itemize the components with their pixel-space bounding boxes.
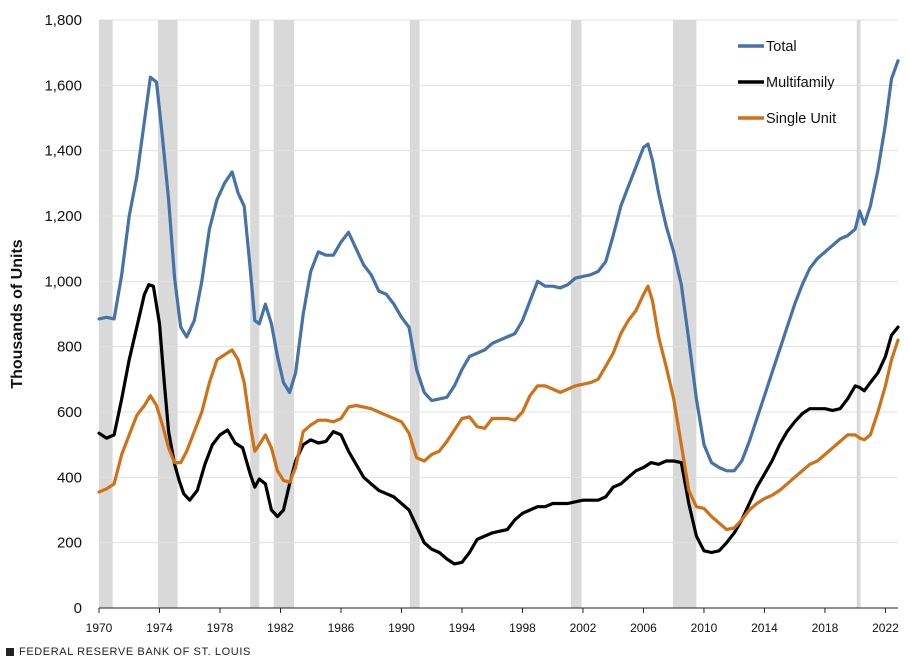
series-lines	[97, 59, 900, 566]
x-tick-label: 2022	[872, 621, 899, 635]
legend-label-total: Total	[766, 39, 797, 55]
y-tick-label: 800	[57, 339, 82, 356]
y-tick-label: 1,200	[44, 208, 82, 225]
y-tick-label: 600	[57, 404, 82, 421]
y-tick-label: 200	[57, 535, 82, 552]
y-tick-label: 1,600	[44, 77, 82, 94]
y-tick-label: 1,800	[44, 12, 82, 29]
source-square-icon	[6, 647, 14, 656]
recession-band-5	[570, 20, 582, 608]
x-tick-label: 1986	[328, 621, 355, 635]
x-tick-label: 2014	[751, 621, 778, 635]
x-tick-label: 1982	[267, 621, 294, 635]
series-line-multifamily	[97, 283, 900, 566]
recession-band-7	[856, 20, 861, 608]
recession-band-0	[99, 20, 113, 608]
y-tick-label: 400	[57, 469, 82, 486]
x-tick-label: 2018	[812, 621, 839, 635]
source-credit: FEDERAL RESERVE BANK OF ST. LOUIS	[6, 646, 251, 658]
x-tick-label: 1974	[146, 621, 173, 635]
y-tick-label: 1,400	[44, 143, 82, 160]
x-tick-label: 1990	[388, 621, 415, 635]
x-tick-label: 1998	[509, 621, 536, 635]
series-line-single-unit	[97, 284, 900, 532]
legend-label-multifamily: Multifamily	[766, 75, 835, 91]
x-tick-label: 1970	[86, 621, 113, 635]
y-tick-label: 0	[74, 600, 82, 617]
axes: 0 200 400 600 800 1,000 1,200 1,400 1,600 1,800 19…	[44, 12, 899, 635]
y-tick-label: 1,000	[44, 273, 82, 290]
x-tick-label: 2002	[570, 621, 597, 635]
recession-bands	[99, 20, 861, 608]
source-text: FEDERAL RESERVE BANK OF ST. LOUIS	[19, 646, 251, 658]
legend: Total Multifamily Single Unit	[738, 39, 836, 127]
recession-band-3	[273, 20, 295, 608]
gridlines	[99, 19, 898, 544]
x-tick-label: 2006	[630, 621, 657, 635]
legend-label-single-unit: Single Unit	[766, 111, 836, 127]
recession-band-1	[157, 20, 178, 608]
series-line-total	[97, 59, 900, 473]
recession-band-4	[409, 20, 420, 608]
x-tick-label: 1994	[449, 621, 476, 635]
x-tick-label: 2010	[691, 621, 718, 635]
x-tick-label: 1978	[207, 621, 234, 635]
y-axis-label: Thousands of Units	[9, 239, 26, 388]
